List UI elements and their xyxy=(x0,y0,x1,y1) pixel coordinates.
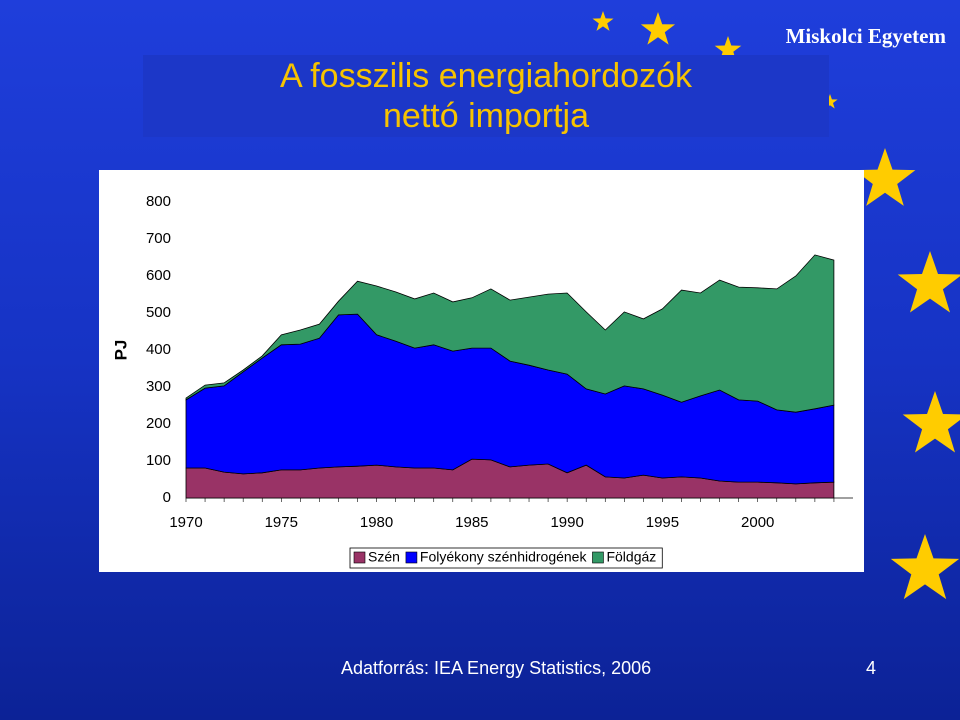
star xyxy=(592,11,614,31)
header: Miskolci Egyetem xyxy=(785,24,946,48)
star xyxy=(822,94,838,109)
y-tick-label: 800 xyxy=(146,193,171,210)
x-tick-label: 1980 xyxy=(360,514,393,531)
star xyxy=(897,251,960,313)
title-line: A fosszilis energiahordozók xyxy=(279,57,692,95)
y-tick-label: 300 xyxy=(146,378,171,395)
y-tick-label: 400 xyxy=(146,341,171,358)
x-tick-label: 1990 xyxy=(550,514,583,531)
star xyxy=(890,534,960,600)
y-axis-label: PJ xyxy=(111,340,130,361)
x-tick-label: 1970 xyxy=(169,514,202,531)
x-tick-label: 2000 xyxy=(741,514,774,531)
legend-swatch xyxy=(592,551,604,564)
source: Adatforrás: IEA Energy Statistics, 2006 xyxy=(341,658,652,678)
legend-label: Szén xyxy=(368,549,400,565)
y-tick-label: 500 xyxy=(146,304,171,321)
legend-swatch xyxy=(405,551,418,564)
x-tick-label: 1975 xyxy=(265,514,298,531)
star xyxy=(714,36,742,62)
legend-box xyxy=(349,547,663,569)
star xyxy=(854,148,916,206)
y-tick-label: 100 xyxy=(146,452,171,469)
star xyxy=(640,12,676,45)
x-tick-label: 1995 xyxy=(646,514,679,531)
y-tick-label: 0 xyxy=(163,489,171,506)
y-tick-label: 200 xyxy=(146,415,171,432)
title-line: nettó importja xyxy=(383,97,589,135)
area xyxy=(185,254,835,413)
star xyxy=(902,391,960,453)
y-tick-label: 600 xyxy=(146,267,171,284)
page-number: 4 xyxy=(866,658,877,678)
x-tick-label: 1985 xyxy=(455,514,488,531)
legend-label: Folyékony szénhidrogének xyxy=(420,549,588,565)
legend-swatch xyxy=(353,551,366,564)
y-tick-label: 700 xyxy=(146,230,171,247)
legend-label: Földgáz xyxy=(606,549,656,565)
title-panel: A fosszilis energiahordozók nettó import… xyxy=(143,55,829,137)
